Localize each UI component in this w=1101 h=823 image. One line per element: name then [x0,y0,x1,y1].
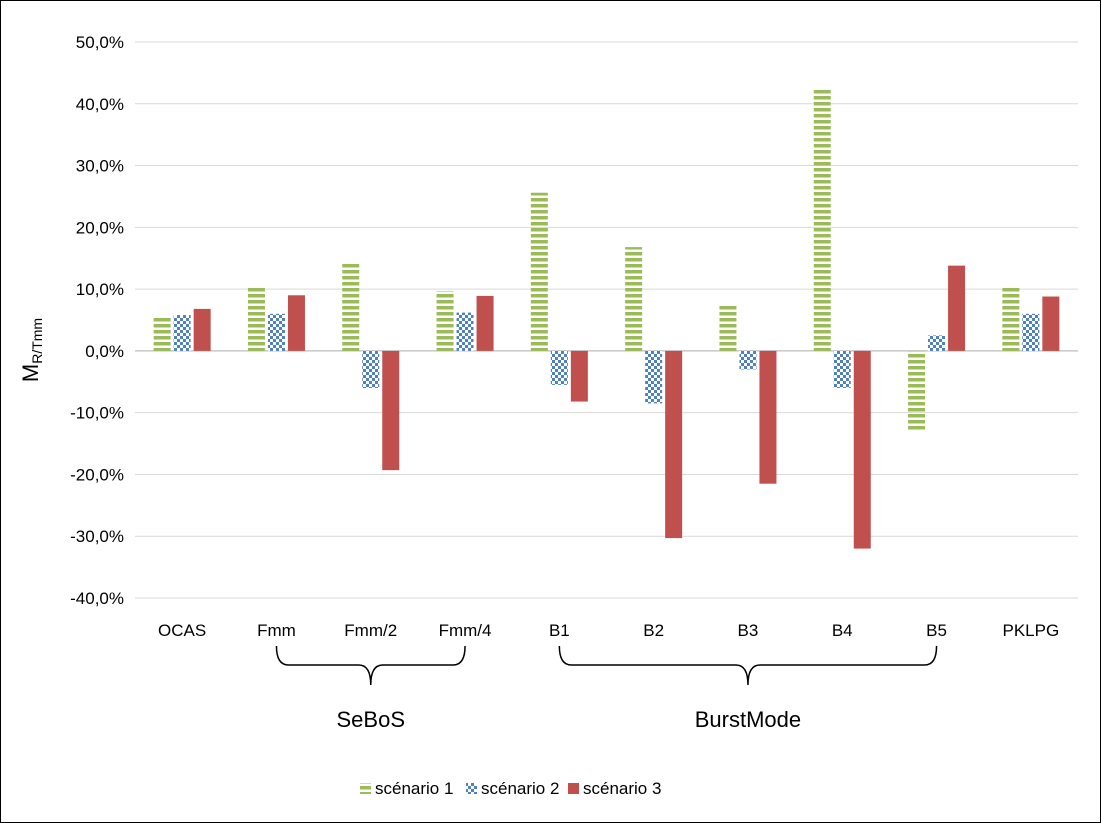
group-label: SeBoS [337,707,406,732]
legend-label: scénario 1 [375,779,453,798]
bar [153,316,171,351]
y-tick-label: -20,0% [70,465,124,484]
legend-label: scénario 3 [583,779,661,798]
y-tick-label: 20,0% [76,218,124,237]
y-tick-labels: -40,0% -30,0% -20,0% -10,0% 0,0% 10,0% 20,0% 30… [70,33,124,608]
y-tick-label: -40,0% [70,589,124,608]
y-tick-label: 40,0% [76,95,124,114]
x-tick-label: Fmm/2 [344,621,397,640]
y-tick-label: -10,0% [70,404,124,423]
bar [193,308,211,351]
bar [739,350,757,370]
legend-label: scénario 2 [481,779,559,798]
bar [813,88,831,351]
legend: scénario 1 scénario 2 scénario 3 [360,779,661,798]
bar [948,265,966,351]
bar [456,312,474,351]
bar [247,286,265,351]
bar [833,350,851,388]
category-groups: SeBoS BurstMode [275,645,938,732]
bar [342,262,360,351]
y-tick-label: 10,0% [76,280,124,299]
bar [530,192,548,351]
bar [382,350,400,471]
legend-swatch [568,783,579,794]
legend-swatch [466,783,477,794]
group-brace [275,645,466,686]
x-tick-label: OCAS [158,621,206,640]
bar [665,350,683,539]
x-tick-label: PKLPG [1002,621,1059,640]
y-tick-label: 0,0% [85,342,124,361]
x-tick-label: Fmm [257,621,296,640]
bar [625,247,643,351]
x-tick-label: B2 [643,621,664,640]
x-tick-label: Fmm/4 [439,621,492,640]
x-tick-label: B3 [738,621,759,640]
bar [1022,313,1040,351]
x-tick-labels: OCAS Fmm Fmm/2 Fmm/4 B1 B2 B3 B4 B5 PKLPG [158,621,1059,640]
bars [153,88,1060,549]
bar [1042,296,1060,351]
bar [476,295,494,351]
bar [645,350,663,404]
x-tick-label: B1 [549,621,570,640]
legend-swatch [360,783,371,794]
bar [173,315,191,351]
bar [570,350,588,402]
bar [436,290,454,351]
bar [1002,286,1020,351]
bar [759,350,777,484]
x-tick-label: B4 [832,621,853,640]
y-tick-label: 50,0% [76,33,124,52]
bar [853,350,871,549]
group-label: BurstMode [695,707,801,732]
x-tick-label: B5 [926,621,947,640]
bar [928,335,946,351]
y-axis-label: MR/Tmm [18,318,45,382]
y-tick-label: -30,0% [70,527,124,546]
bar [719,305,737,351]
bar [908,350,926,432]
bar [550,350,568,385]
bar [362,350,380,388]
y-tick-label: 30,0% [76,157,124,176]
bar [267,313,285,351]
group-brace [558,645,938,686]
bar [287,295,305,351]
gridlines [135,41,1078,599]
